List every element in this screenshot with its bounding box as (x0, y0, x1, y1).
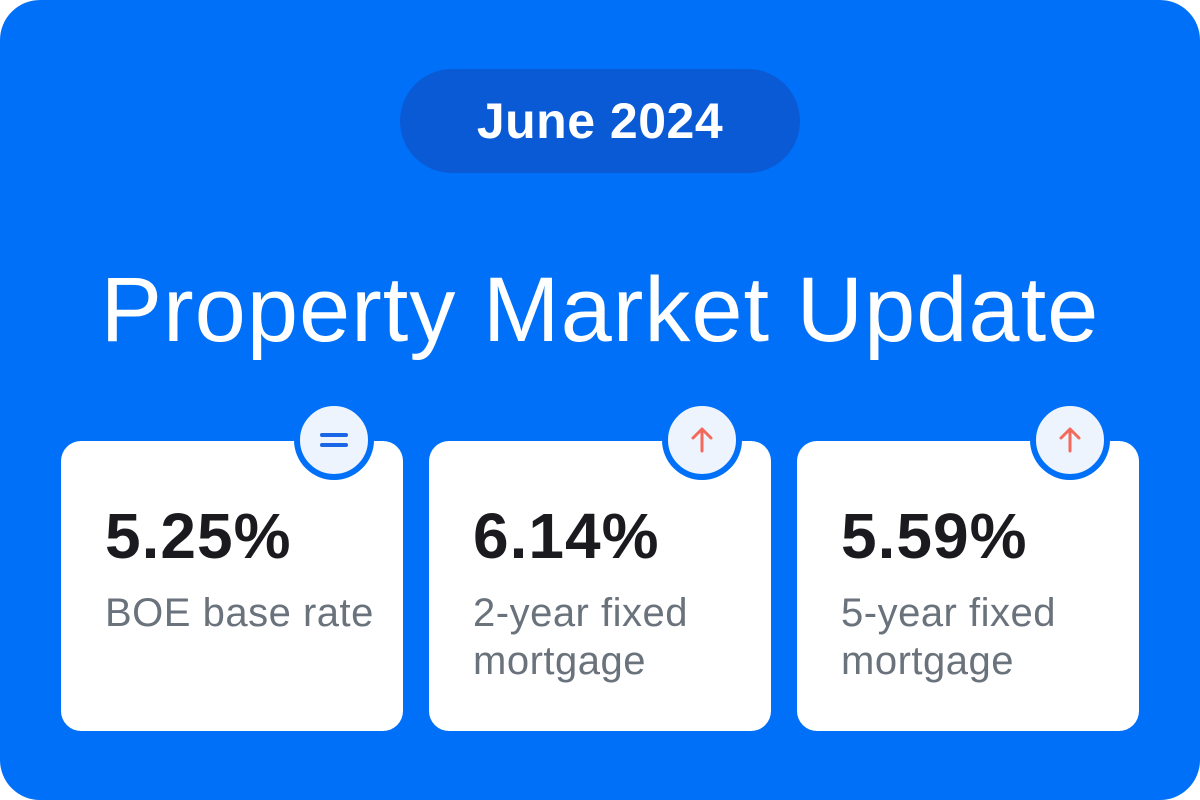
rate-value: 5.25% (105, 500, 292, 572)
date-pill: June 2024 (400, 69, 800, 173)
arrow-up-icon (1030, 400, 1110, 480)
equals-icon (294, 400, 374, 480)
rate-card-5yr: 5.59% 5-year fixed mortgage (797, 441, 1139, 731)
page-title: Property Market Update (100, 259, 1100, 361)
arrow-up-icon (662, 400, 742, 480)
rate-value: 5.59% (841, 500, 1028, 572)
rate-card-2yr: 6.14% 2-year fixed mortgage (429, 441, 771, 731)
arrow-up-icon-glyph (1059, 427, 1081, 453)
equals-icon-glyph (320, 433, 348, 447)
rate-card-boe: 5.25% BOE base rate (61, 441, 403, 731)
rate-label: 2-year fixed mortgage (473, 591, 688, 683)
arrow-up-icon-glyph (691, 427, 713, 453)
rate-label: BOE base rate (105, 591, 374, 635)
date-label: June 2024 (476, 93, 724, 149)
rate-value: 6.14% (473, 500, 660, 572)
rate-label: 5-year fixed mortgage (841, 591, 1056, 683)
